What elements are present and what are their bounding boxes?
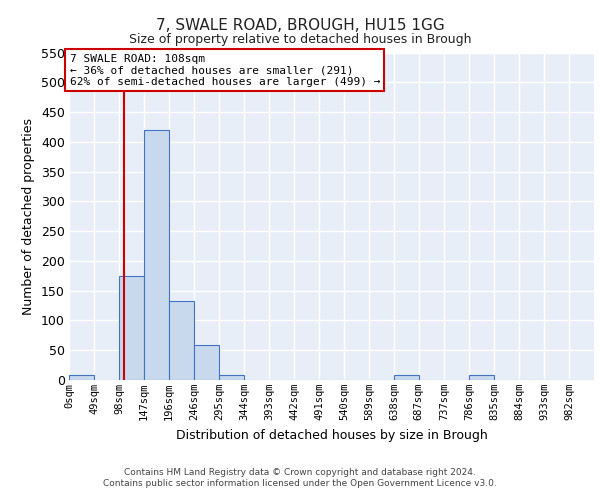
Text: Contains HM Land Registry data © Crown copyright and database right 2024.
Contai: Contains HM Land Registry data © Crown c… xyxy=(103,468,497,487)
Text: 7 SWALE ROAD: 108sqm
← 36% of detached houses are smaller (291)
62% of semi-deta: 7 SWALE ROAD: 108sqm ← 36% of detached h… xyxy=(70,54,380,87)
Bar xyxy=(219,375,244,380)
Bar xyxy=(469,375,494,380)
Bar xyxy=(394,375,419,380)
Bar xyxy=(144,130,169,380)
Y-axis label: Number of detached properties: Number of detached properties xyxy=(22,118,35,315)
Bar xyxy=(119,276,144,380)
Bar xyxy=(169,301,194,380)
Text: 7, SWALE ROAD, BROUGH, HU15 1GG: 7, SWALE ROAD, BROUGH, HU15 1GG xyxy=(155,18,445,32)
X-axis label: Distribution of detached houses by size in Brough: Distribution of detached houses by size … xyxy=(176,428,487,442)
Bar xyxy=(194,346,219,380)
Bar xyxy=(69,375,94,380)
Text: Size of property relative to detached houses in Brough: Size of property relative to detached ho… xyxy=(129,32,471,46)
